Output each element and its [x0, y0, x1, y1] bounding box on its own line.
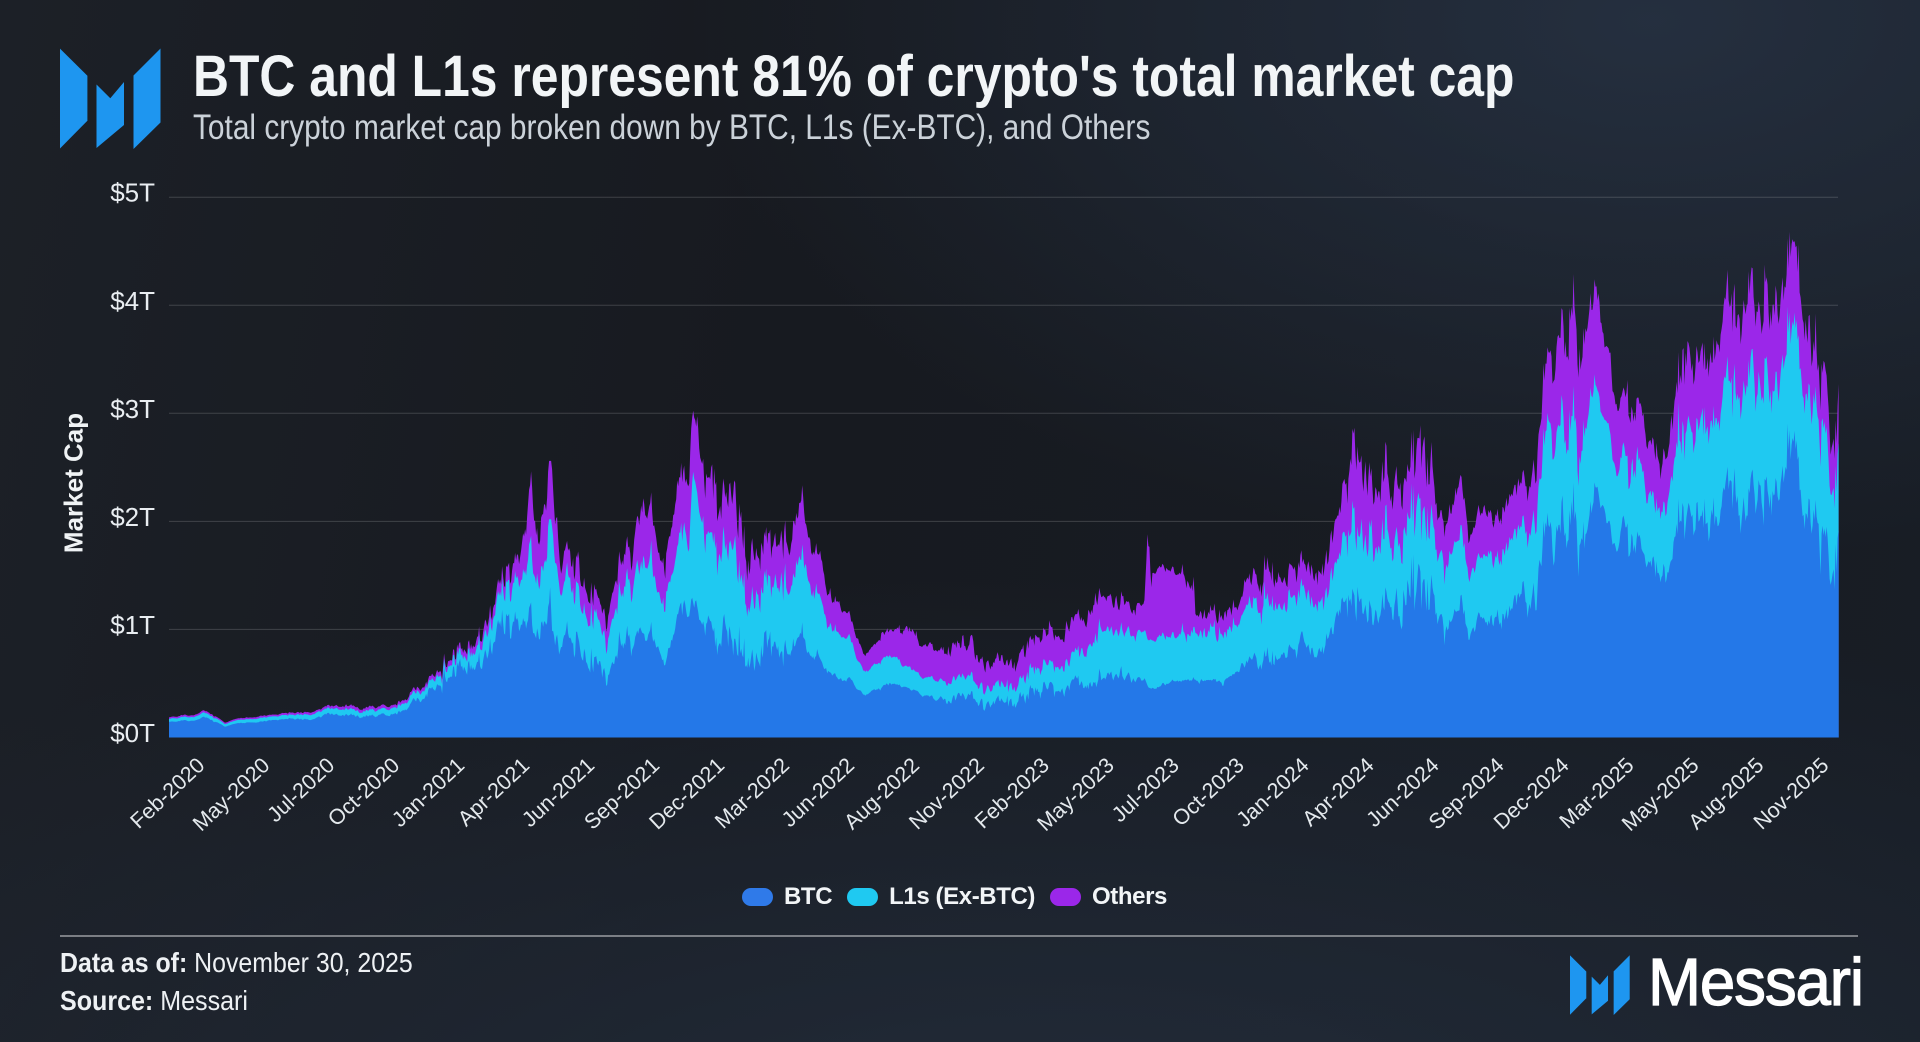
- svg-text:$1T: $1T: [110, 610, 155, 640]
- svg-text:Market Cap: Market Cap: [59, 413, 89, 553]
- svg-text:$0T: $0T: [110, 718, 155, 748]
- svg-text:Jan-2024: Jan-2024: [1232, 753, 1314, 832]
- svg-text:Jan-2021: Jan-2021: [387, 753, 469, 832]
- svg-text:$3T: $3T: [110, 394, 155, 424]
- svg-text:$4T: $4T: [110, 286, 155, 316]
- svg-text:$2T: $2T: [110, 502, 155, 532]
- svg-text:$5T: $5T: [110, 178, 155, 208]
